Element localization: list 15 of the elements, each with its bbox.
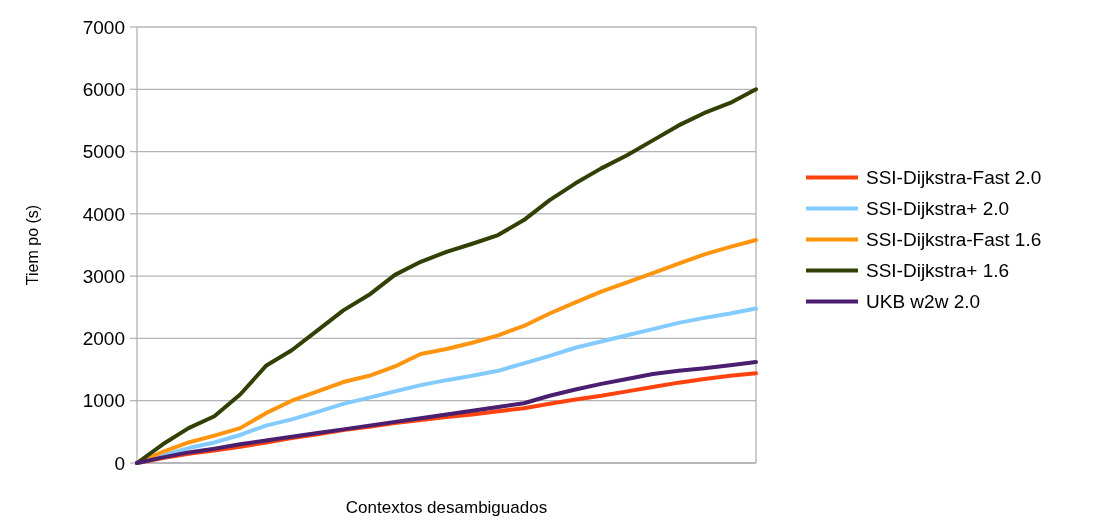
y-tick-label: 0 (114, 452, 125, 474)
y-tick-label: 2000 (82, 328, 125, 350)
y-tick-label: 5000 (82, 141, 125, 163)
legend-label: SSI-Dijkstra+ 1.6 (866, 260, 1010, 282)
legend-label: SSI-Dijkstra-Fast 2.0 (866, 167, 1042, 189)
y-tick-label: 3000 (82, 265, 125, 287)
y-tick-label: 6000 (82, 78, 125, 100)
y-tick-label: 7000 (82, 16, 125, 38)
y-tick-label: 4000 (82, 203, 125, 225)
y-axis-title: Tiem po (s) (24, 204, 41, 286)
y-tick-label: 1000 (82, 390, 125, 412)
x-axis-title: Contextos desambiguados (345, 498, 548, 517)
legend-label: SSI-Dijkstra+ 2.0 (866, 198, 1010, 220)
legend-label: SSI-Dijkstra-Fast 1.6 (866, 229, 1042, 251)
legend-label: UKB w2w 2.0 (866, 291, 981, 313)
